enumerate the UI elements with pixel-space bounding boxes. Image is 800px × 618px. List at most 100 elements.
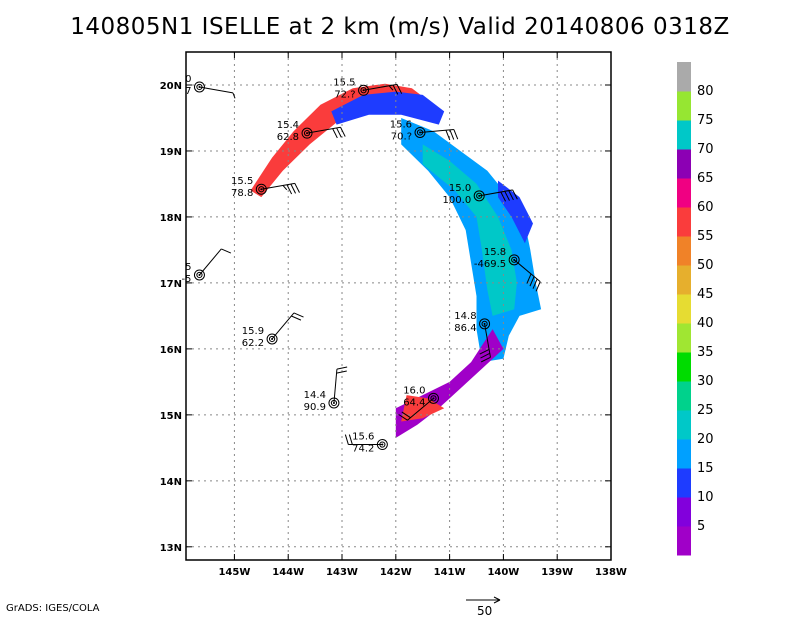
wind-field-south-core <box>401 395 445 422</box>
reference-vector-label: 50 <box>477 604 492 618</box>
barb-flag <box>221 248 232 254</box>
colorbar-label: 80 <box>697 84 714 99</box>
lon-tick-label: 139W <box>541 567 573 578</box>
station-value-top: 15.0 <box>449 183 471 194</box>
colorbar-label: 50 <box>697 258 714 273</box>
station-value-top: 15.4 <box>277 120 299 131</box>
colorbar-swatch <box>677 410 691 440</box>
station-value-top: 15.6 <box>352 432 374 443</box>
colorbar-swatch <box>677 468 691 498</box>
station-ring-inner <box>303 130 311 137</box>
barb-flag <box>449 129 455 140</box>
station: 15.674.2 <box>344 432 388 455</box>
colorbar: 5 10 15 20 25 30 35 40 45 50 55 60 65 70 75 80 <box>677 62 714 556</box>
colorbar-label: 20 <box>697 432 714 447</box>
barb-flag <box>508 190 514 201</box>
colorbar-swatch <box>677 323 691 353</box>
lat-tick-label: 19N <box>160 147 182 158</box>
colorbar-swatch <box>677 236 691 266</box>
station-value-top: 5 <box>185 262 191 273</box>
barb-flag <box>294 183 300 193</box>
station-value-bottom: 7 <box>185 86 191 97</box>
barb-flag <box>500 191 506 202</box>
station-value-bottom: 64.4 <box>403 397 425 408</box>
station: 14.886.4 <box>454 311 491 363</box>
station-ring <box>301 127 313 139</box>
barb-flag <box>396 84 403 94</box>
lat-tick-label: 18N <box>160 213 182 224</box>
barb-flag <box>348 434 353 445</box>
barb-flag <box>445 130 451 141</box>
wind-field-north-core <box>331 91 445 125</box>
station-ring <box>193 81 205 93</box>
station-ring-inner <box>268 335 276 343</box>
barb-flag <box>282 185 288 191</box>
station-value-bottom: -5 <box>181 274 191 285</box>
colorbar-label: 15 <box>697 461 714 476</box>
station-value-bottom: 72.? <box>334 89 355 100</box>
station: 5-5 <box>181 248 232 285</box>
colorbar-swatch <box>677 381 691 411</box>
station-value-bottom: 74.2 <box>352 444 374 455</box>
station-ring <box>358 84 370 96</box>
barb-staff <box>306 126 341 134</box>
barb-flag <box>336 366 348 370</box>
colorbar-swatch <box>677 62 691 92</box>
map-title: 140805N1 ISELLE at 2 km (m/s) Valid 2014… <box>70 14 730 40</box>
barb-staff <box>199 248 222 276</box>
station-dot <box>432 397 435 400</box>
colorbar-swatch <box>677 207 691 237</box>
colorbar-label: 5 <box>697 519 705 534</box>
map-frame <box>185 51 612 561</box>
colorbar-swatch <box>677 91 691 121</box>
lon-tick-label: 144W <box>272 567 304 578</box>
station-dot <box>419 131 422 134</box>
colorbar-swatch <box>677 178 691 208</box>
station-value-top: 16.0 <box>403 385 425 396</box>
colorbar-swatch <box>677 439 691 469</box>
barb-staff <box>513 259 541 283</box>
reference-vector: 50 <box>466 596 501 618</box>
station-ring-inner <box>196 83 203 91</box>
station-ring-inner <box>360 87 367 94</box>
colorbar-swatch <box>677 294 691 324</box>
station-ring-inner <box>379 441 386 448</box>
barb-flag <box>535 281 541 292</box>
colorbar-swatch <box>677 265 691 295</box>
barb-flag <box>291 315 302 321</box>
station-dot <box>306 132 309 135</box>
colorbar-label: 30 <box>697 374 714 389</box>
station-dot <box>483 322 486 325</box>
barb-flag <box>529 276 535 287</box>
station-ring <box>508 254 520 266</box>
barb-staff <box>479 189 513 197</box>
colorbar-label: 45 <box>697 287 714 302</box>
barb-flag <box>401 411 411 419</box>
barb-flag <box>480 352 491 359</box>
barb-flag <box>453 129 459 140</box>
barb-flag <box>340 127 346 137</box>
station-value-top: 15.9 <box>242 326 264 337</box>
station-value-top: 14.8 <box>454 311 476 322</box>
station-dot <box>478 194 481 197</box>
footer-credit: GrADS: IGES/COLA <box>6 603 100 614</box>
lat-tick-label: 20N <box>160 81 182 92</box>
barb-flag <box>232 92 236 99</box>
colorbar-swatch <box>677 149 691 179</box>
barb-staff <box>199 86 234 94</box>
station-value-bottom: 86.4 <box>454 323 476 334</box>
station-value-bottom: 78.8 <box>231 188 253 199</box>
barb-flag <box>290 183 296 194</box>
barb-staff <box>333 369 338 404</box>
station-value-bottom: 100.0 <box>443 195 472 206</box>
station-value-bottom: 62.8 <box>277 132 299 143</box>
station-value-top: 15.5 <box>333 77 355 88</box>
station-dot <box>332 401 335 404</box>
colorbar-swatch <box>677 120 691 150</box>
station-ring-inner <box>476 192 483 199</box>
station: 15.670.? <box>390 119 459 142</box>
station-ring-inner <box>430 395 437 402</box>
station-value-top: 14.4 <box>304 390 326 401</box>
